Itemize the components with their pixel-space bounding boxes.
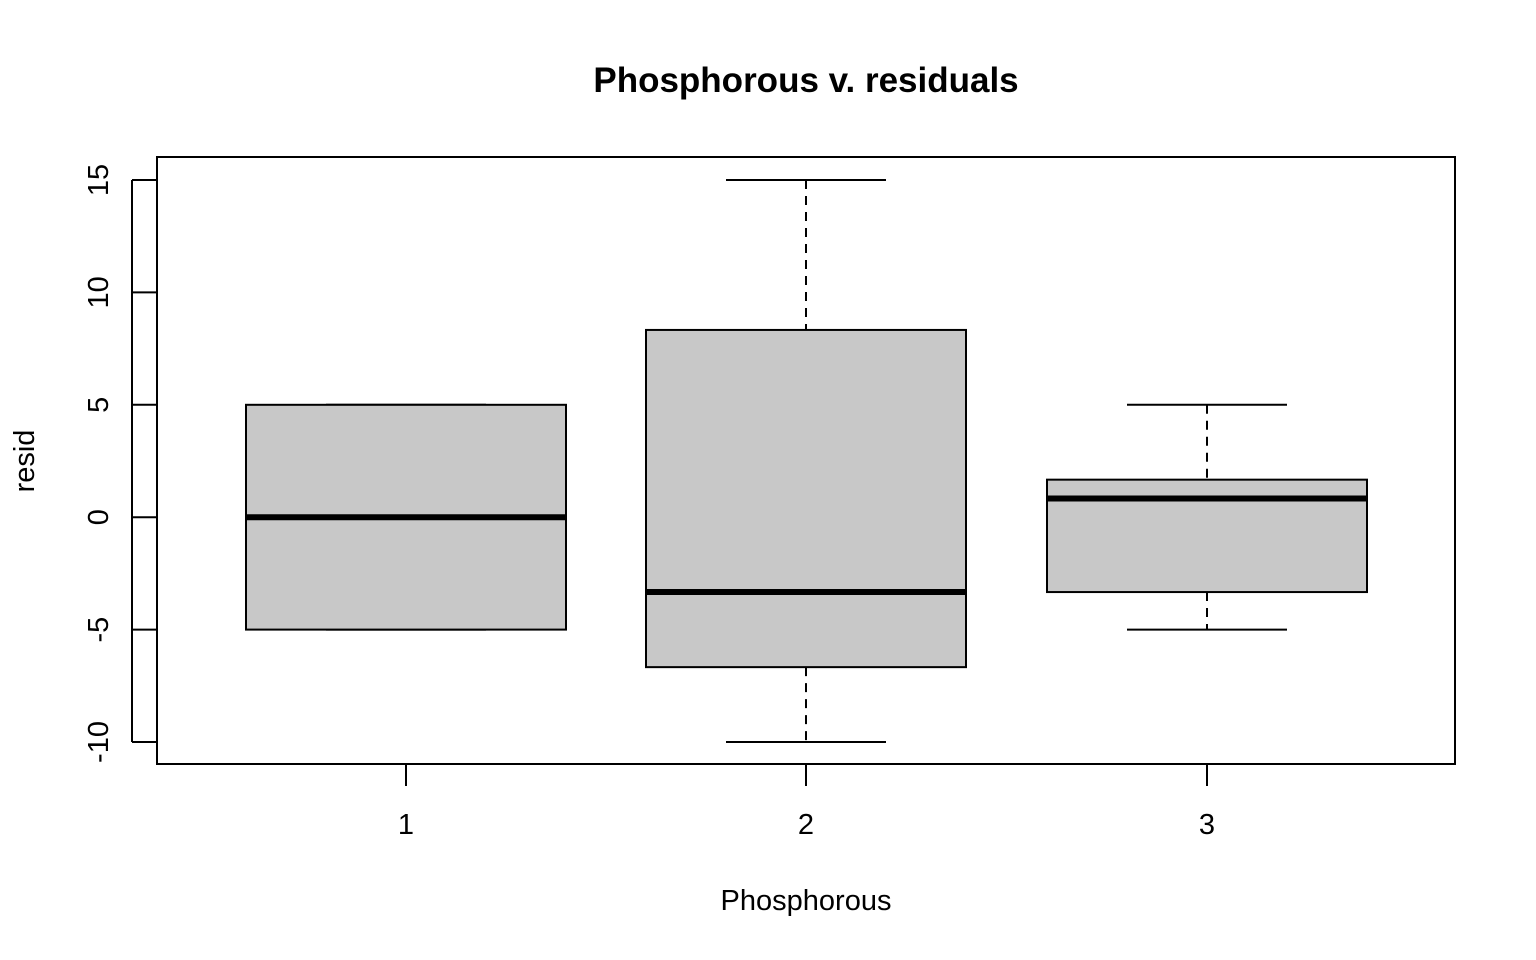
chart-title: Phosphorous v. residuals — [593, 61, 1018, 100]
boxes-group — [245, 179, 1368, 743]
y-tick-label-3: 5 — [83, 397, 115, 413]
box-1 — [245, 403, 567, 631]
box-3 — [1046, 403, 1368, 631]
y-tick-label-4: 10 — [83, 276, 115, 308]
y-axis-label: resid — [9, 430, 41, 493]
x-axis: 1 2 3 — [398, 764, 1215, 841]
y-tick-label-5: 15 — [83, 164, 115, 196]
y-tick-label-1: -5 — [83, 617, 115, 643]
y-tick-label-2: 0 — [83, 509, 115, 525]
x-tick-label-2: 3 — [1199, 809, 1215, 841]
iqr-box — [645, 328, 967, 669]
y-tick-label-0: -10 — [83, 721, 115, 763]
box-2 — [645, 179, 967, 743]
x-tick-label-0: 1 — [398, 809, 414, 841]
y-axis: -10 -5 0 5 10 15 — [83, 164, 157, 763]
x-axis-label: Phosphorous — [721, 885, 892, 917]
x-tick-label-1: 2 — [798, 809, 814, 841]
